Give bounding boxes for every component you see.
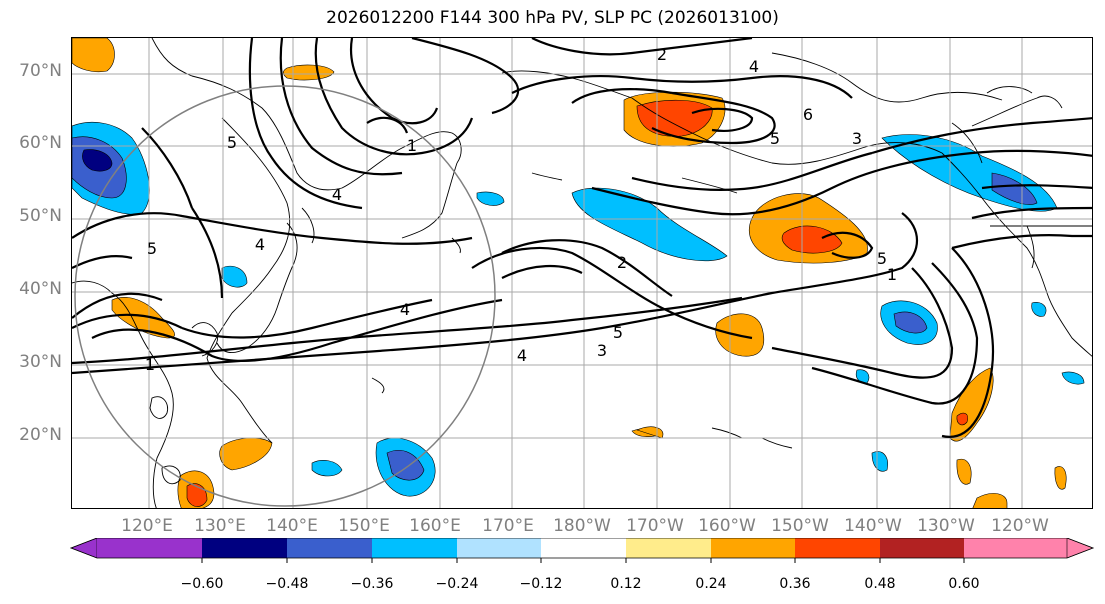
contour-label: 4 [255, 235, 265, 254]
colorbar-segment [964, 538, 1067, 558]
colorbar-tick-label: 0.12 [610, 576, 642, 592]
positive-anomaly-region [72, 38, 115, 73]
contour-label: 4 [517, 346, 527, 365]
longitude-label: 170°W [626, 516, 684, 536]
colorbar-segment [457, 538, 541, 558]
negative-anomaly-region [311, 460, 343, 477]
colorbar-segment [541, 538, 626, 558]
colorbar-segment [372, 538, 457, 558]
colorbar-tick-label: −0.60 [180, 576, 224, 592]
longitude-label: 140°W [844, 516, 902, 536]
negative-anomaly-region [991, 172, 1038, 205]
latitude-label: 50°N [19, 206, 62, 226]
slp-contours [72, 38, 1092, 438]
contour-label: 6 [803, 105, 813, 124]
colorbar-segment [202, 538, 287, 558]
colorbar-tick-label: 0.36 [779, 576, 811, 592]
contour-label: 5 [147, 239, 157, 258]
negative-anomaly-region [893, 311, 928, 334]
negative-anomaly-region [871, 451, 888, 472]
colorbar [69, 538, 1095, 563]
map-title: 2026012200 F144 300 hPa PV, SLP PC (2026… [326, 8, 779, 28]
colorbar-segment [795, 538, 880, 558]
positive-anomaly-region [1054, 466, 1067, 490]
latitude-label: 60°N [19, 133, 62, 153]
longitude-label: 120°W [991, 516, 1049, 536]
colorbar-tick-label: −0.24 [435, 576, 479, 592]
latitude-label: 20°N [19, 425, 62, 445]
longitude-label: 130°E [194, 516, 246, 536]
positive-anomaly-region [636, 99, 713, 137]
longitude-label: 160°W [698, 516, 756, 536]
contour-label: 4 [749, 57, 759, 76]
longitude-label: 160°E [409, 516, 461, 536]
latitude-label: 70°N [19, 61, 62, 81]
positive-anomaly-region [781, 225, 843, 254]
positive-anomaly-region [972, 493, 1008, 508]
positive-anomaly-region [282, 64, 335, 81]
contour-label: 1 [887, 265, 897, 284]
contour-label: 4 [400, 300, 410, 319]
contour-label: 5 [770, 129, 780, 148]
longitude-label: 130°W [917, 516, 975, 536]
positive-anomaly-region [111, 297, 175, 339]
contour-label: 5 [613, 323, 623, 342]
longitude-label: 150°E [338, 516, 390, 536]
negative-anomaly-region [476, 191, 505, 206]
pv-anomaly-shading [72, 38, 1085, 508]
contour-label: 2 [617, 253, 627, 272]
colorbar-segment [711, 538, 795, 558]
colorbar-segment [626, 538, 711, 558]
range-ring [74, 85, 496, 507]
colorbar-tick-label: −0.48 [265, 576, 309, 592]
colorbar-tick-label: 0.24 [695, 576, 727, 592]
contour-label: 5 [877, 249, 887, 268]
colorbar-tick-label: −0.12 [519, 576, 563, 592]
longitude-label: 120°E [121, 516, 173, 536]
positive-anomaly-region [956, 412, 969, 426]
colorbar-tick-label: −0.36 [350, 576, 394, 592]
positive-anomaly-region [219, 437, 273, 471]
colorbar-segment [97, 538, 202, 558]
contour-label: 1 [407, 136, 417, 155]
colorbar-outline [69, 538, 1095, 559]
colorbar-tick-label: 0.60 [948, 576, 980, 592]
contour-label: 1 [145, 355, 155, 374]
negative-anomaly-region [571, 187, 728, 262]
longitude-label: 150°W [771, 516, 829, 536]
longitude-label: 140°E [266, 516, 318, 536]
longitude-label: 180°W [553, 516, 611, 536]
contour-label: 2 [657, 45, 667, 64]
negative-anomaly-region [221, 265, 248, 288]
positive-anomaly-region [949, 367, 994, 442]
colorbar-segment [880, 538, 964, 558]
contour-label: 3 [852, 129, 862, 148]
longitude-label: 170°E [482, 516, 534, 536]
colorbar-extend-max [1066, 538, 1094, 559]
positive-anomaly-region [956, 458, 972, 485]
contour-label: 5 [227, 133, 237, 152]
graticule [72, 38, 1092, 508]
negative-anomaly-region [386, 450, 425, 481]
latitude-label: 40°N [19, 279, 62, 299]
negative-anomaly-region [1031, 302, 1047, 317]
negative-anomaly-region [82, 149, 113, 172]
negative-anomaly-region [1061, 371, 1085, 385]
contour-label: 4 [332, 185, 342, 204]
contour-label: 3 [597, 341, 607, 360]
colorbar-extend-min [70, 538, 98, 559]
latitude-label: 30°N [19, 352, 62, 372]
colorbar-tick-label: 0.48 [864, 576, 896, 592]
colorbar-segment [287, 538, 372, 558]
